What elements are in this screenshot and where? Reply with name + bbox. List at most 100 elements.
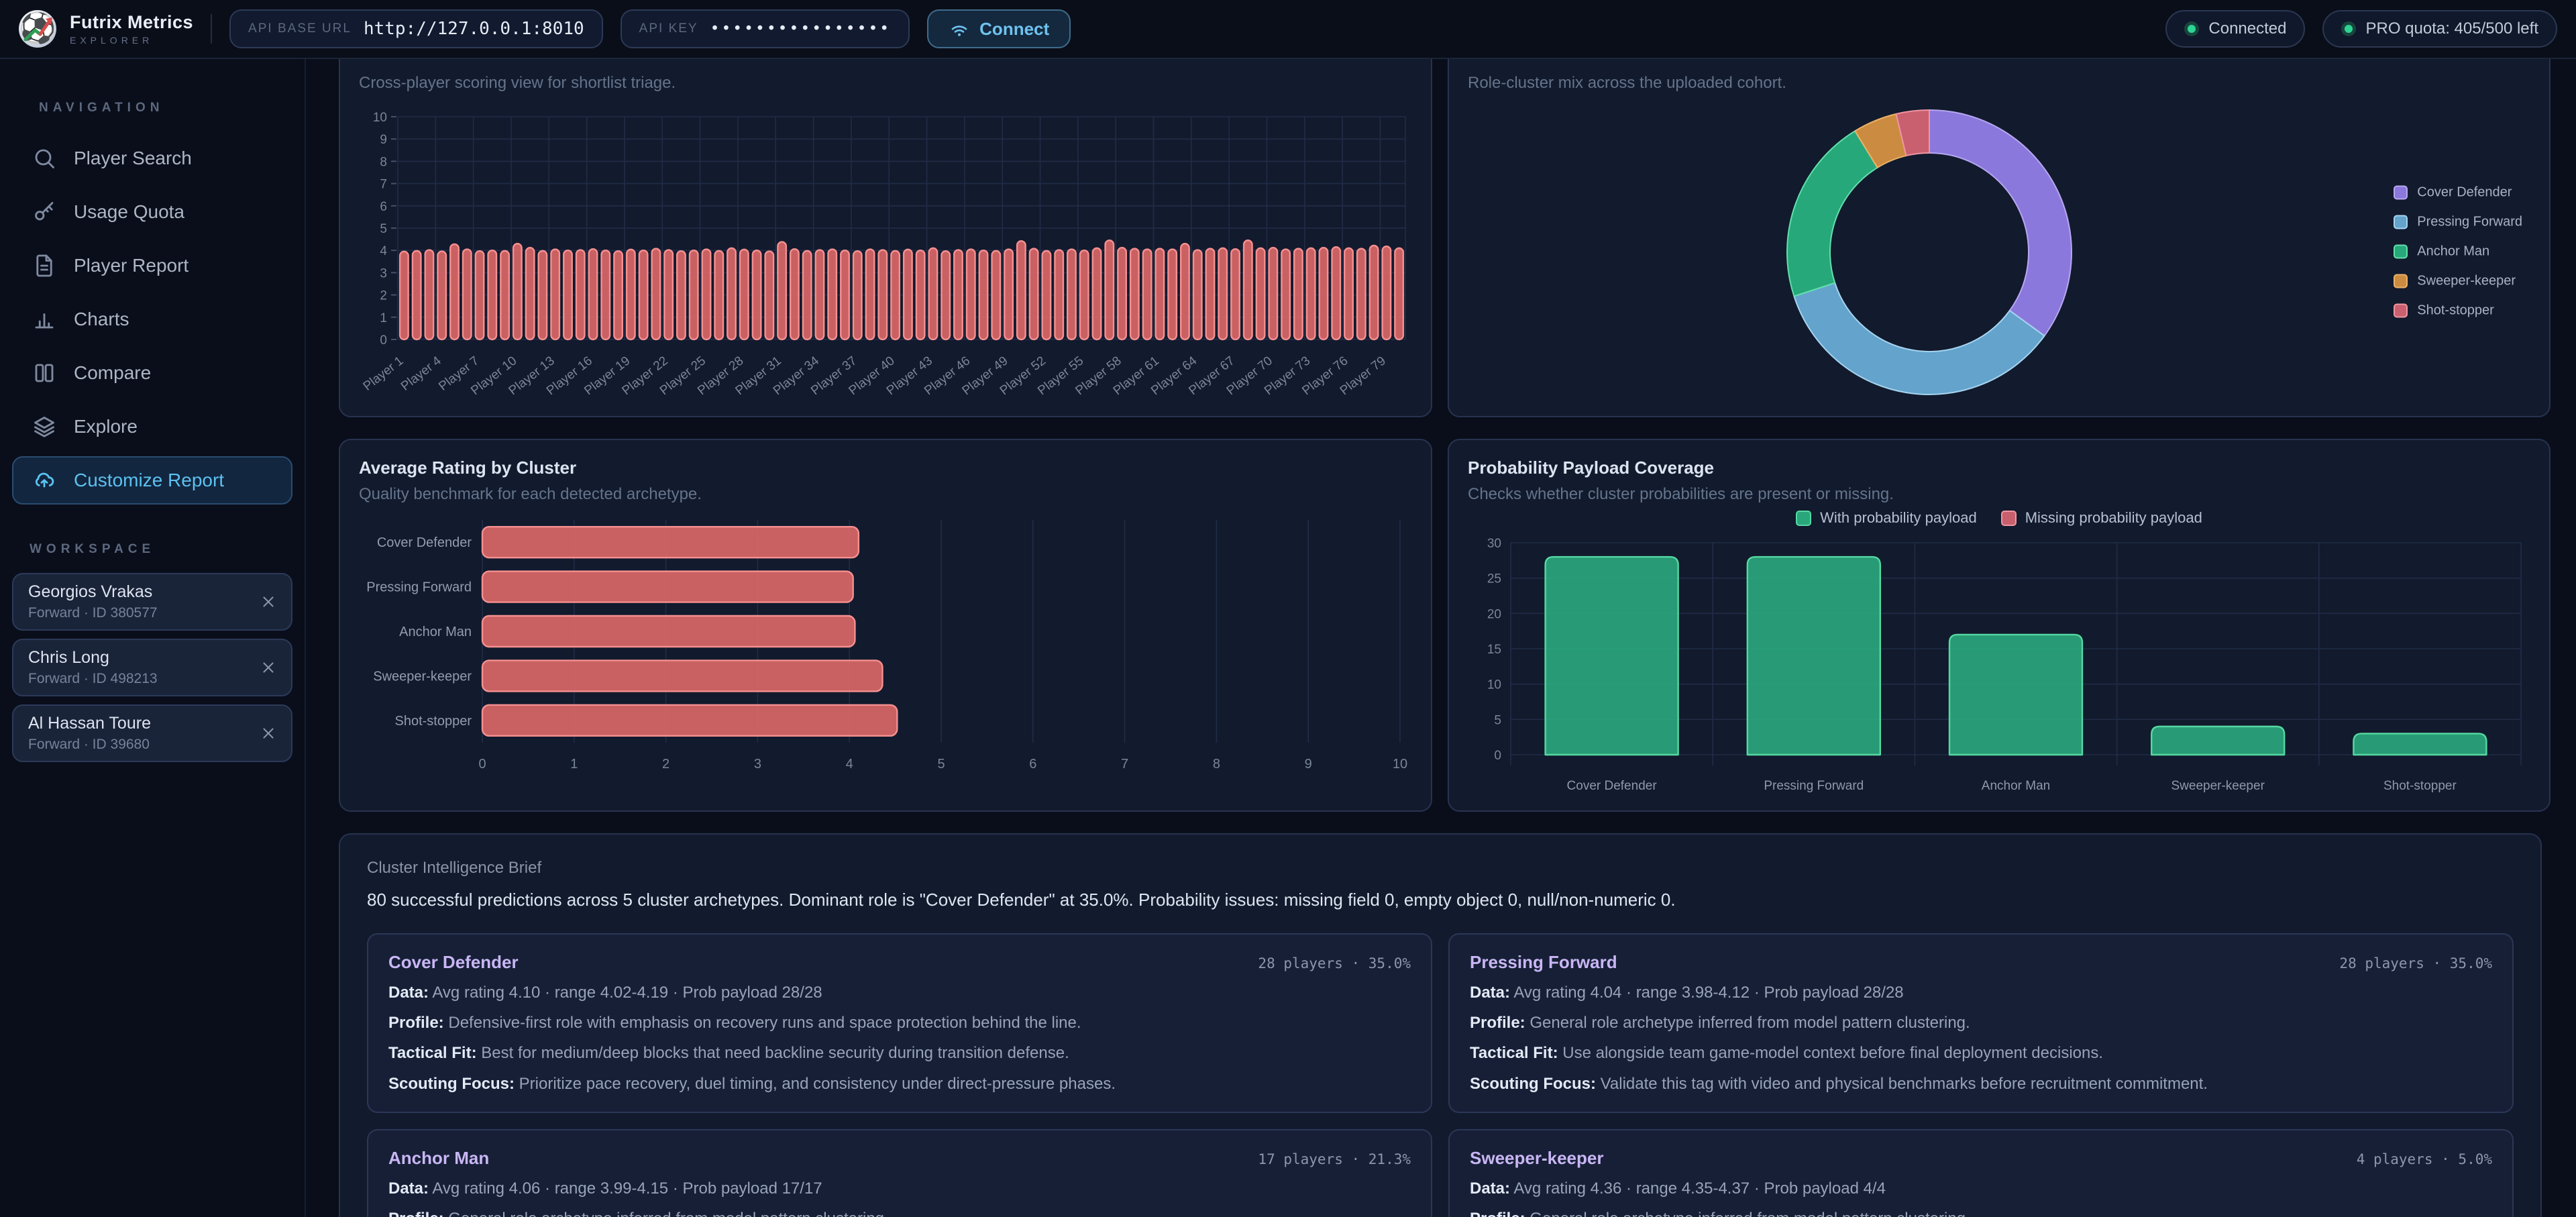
api-base-url-value[interactable]: http://127.0.0.1:8010 <box>364 19 584 39</box>
status-dot-icon <box>2184 21 2199 36</box>
api-key-field[interactable]: API KEY •••••••••••••••• <box>621 9 910 48</box>
trend-arrow-icon <box>19 10 56 48</box>
player-meta: Forward · ID 380577 <box>28 605 248 621</box>
svg-text:Pressing Forward: Pressing Forward <box>366 580 472 595</box>
legend-swatch-icon <box>2394 274 2408 288</box>
avg-rating-hbar-chart: 012345678910Cover DefenderPressing Forwa… <box>359 515 1412 783</box>
role-title: Anchor Man <box>388 1148 489 1169</box>
player-ratings-chart-card: Cross-player scoring view for shortlist … <box>339 59 1432 417</box>
avg-rating-chart-title: Average Rating by Cluster <box>359 458 1412 478</box>
role-detail-line: Profile: Defensive-first role with empha… <box>388 1012 1411 1033</box>
role-meta: 4 players · 5.0% <box>2357 1151 2492 1167</box>
svg-text:1: 1 <box>380 311 387 325</box>
sidebar-item-player-report[interactable]: Player Report <box>12 242 292 290</box>
svg-text:5: 5 <box>380 222 387 236</box>
role-brief-card: Pressing Forward28 players · 35.0%Data: … <box>1448 933 2514 1113</box>
legend-swatch-icon <box>2394 245 2408 259</box>
svg-text:Cover Defender: Cover Defender <box>377 535 472 550</box>
role-brief-card: Anchor Man17 players · 21.3%Data: Avg ra… <box>367 1129 1432 1217</box>
navigation-section-label: NAVIGATION <box>39 101 305 115</box>
wifi-icon <box>949 18 970 40</box>
remove-player-button[interactable] <box>255 588 282 615</box>
svg-text:2: 2 <box>662 757 669 772</box>
legend-label: Pressing Forward <box>2417 215 2522 230</box>
search-icon <box>32 146 56 170</box>
legend-swatch-icon <box>2394 186 2408 200</box>
svg-text:Shot-stopper: Shot-stopper <box>2383 779 2457 793</box>
legend-swatch-icon <box>2394 215 2408 229</box>
coverage-legend: With probability payloadMissing probabil… <box>1468 509 2530 527</box>
svg-text:15: 15 <box>1487 643 1501 657</box>
sidebar-item-charts[interactable]: Charts <box>12 295 292 343</box>
svg-text:3: 3 <box>754 757 761 772</box>
workspace-player-card[interactable]: Al Hassan ToureForward · ID 39680 <box>12 704 292 762</box>
payload-coverage-bar-chart: 051015202530Cover DefenderPressing Forwa… <box>1468 533 2530 802</box>
svg-text:25: 25 <box>1487 572 1501 586</box>
key-icon <box>32 200 56 224</box>
api-key-value[interactable]: •••••••••••••••• <box>710 20 892 38</box>
player-name: Al Hassan Toure <box>28 714 248 733</box>
cluster-brief-grid: Cover Defender28 players · 35.0%Data: Av… <box>367 933 2514 1217</box>
legend-swatch-icon <box>1796 511 1811 526</box>
svg-text:8: 8 <box>1213 757 1220 772</box>
svg-text:10: 10 <box>373 111 387 125</box>
payload-coverage-chart-title: Probability Payload Coverage <box>1468 458 2530 478</box>
player-name: Georgios Vrakas <box>28 582 248 602</box>
svg-text:6: 6 <box>1029 757 1036 772</box>
app-title: Futrix Metrics <box>70 12 193 33</box>
player-meta: Forward · ID 498213 <box>28 671 248 687</box>
remove-player-button[interactable] <box>255 720 282 747</box>
svg-text:10: 10 <box>1487 678 1501 692</box>
role-title: Cover Defender <box>388 952 519 973</box>
sidebar-item-customize-report[interactable]: Customize Report <box>12 456 292 505</box>
workspace-list: Georgios Vrakas Forward · ID 380577 Chris … <box>0 573 305 762</box>
svg-text:7: 7 <box>1121 757 1128 772</box>
svg-text:4: 4 <box>380 244 387 258</box>
svg-text:0: 0 <box>1494 749 1501 763</box>
role-detail-line: Profile: General role archetype inferred… <box>388 1208 1411 1217</box>
sidebar-item-usage-quota[interactable]: Usage Quota <box>12 188 292 236</box>
role-title: Pressing Forward <box>1470 952 1617 973</box>
cluster-distribution-subtitle: Role-cluster mix across the uploaded coh… <box>1468 74 2530 93</box>
top-bar: ⚽ Futrix Metrics EXPLORER API BASE URL h… <box>0 0 2576 59</box>
role-detail-line: Data: Avg rating 4.36 · range 4.35-4.37 … <box>1470 1178 2492 1199</box>
api-base-url-field[interactable]: API BASE URL http://127.0.0.1:8010 <box>229 9 603 48</box>
cluster-brief-summary: 80 successful predictions across 5 clust… <box>367 890 2514 910</box>
sidebar-item-explore[interactable]: Explore <box>12 403 292 451</box>
workspace-player-card[interactable]: Georgios Vrakas Forward · ID 380577 <box>12 573 292 631</box>
svg-text:1: 1 <box>570 757 578 772</box>
api-key-label: API KEY <box>639 21 698 36</box>
x-icon <box>260 593 277 611</box>
payload-coverage-chart-subtitle: Checks whether cluster probabilities are… <box>1468 485 2530 504</box>
legend-label: Cover Defender <box>2417 185 2512 201</box>
legend-item: Shot-stopper <box>2394 303 2522 319</box>
svg-text:Player 4: Player 4 <box>398 354 444 394</box>
connection-status-badge: Connected <box>2165 10 2305 48</box>
sidebar-item-compare[interactable]: Compare <box>12 349 292 397</box>
remove-player-button[interactable] <box>255 654 282 681</box>
sidebar-item-label: Player Search <box>74 148 192 169</box>
role-detail-line: Tactical Fit: Best for medium/deep block… <box>388 1043 1411 1063</box>
sidebar-item-label: Charts <box>74 309 129 330</box>
role-detail-line: Data: Avg rating 4.10 · range 4.02-4.19 … <box>388 982 1411 1003</box>
role-detail-line: Profile: General role archetype inferred… <box>1470 1012 2492 1033</box>
player-ratings-bar-chart: 012345678910Player 1Player 4Player 7Play… <box>359 103 1412 400</box>
legend-item: Missing probability payload <box>2001 509 2202 527</box>
quota-badge: PRO quota: 405/500 left <box>2322 10 2557 48</box>
svg-text:0: 0 <box>478 757 486 772</box>
role-meta: 17 players · 21.3% <box>1258 1151 1411 1167</box>
sidebar-item-label: Customize Report <box>74 470 224 491</box>
legend-item: Cover Defender <box>2394 185 2522 201</box>
role-brief-card: Sweeper-keeper4 players · 5.0%Data: Avg … <box>1448 1129 2514 1217</box>
sidebar-item-player-search[interactable]: Player Search <box>12 134 292 182</box>
workspace-player-card[interactable]: Chris LongForward · ID 498213 <box>12 639 292 696</box>
player-ratings-chart-subtitle: Cross-player scoring view for shortlist … <box>359 74 1412 93</box>
quota-label: PRO quota: 405/500 left <box>2365 19 2538 38</box>
quota-dot-icon <box>2341 21 2356 36</box>
connect-button[interactable]: Connect <box>927 9 1071 48</box>
cluster-distribution-chart-card: Role-cluster mix across the uploaded coh… <box>1448 59 2551 417</box>
main-content: Cross-player scoring view for shortlist … <box>306 59 2576 1217</box>
legend-item: Pressing Forward <box>2394 215 2522 230</box>
svg-text:0: 0 <box>380 333 387 348</box>
legend-label: Sweeper-keeper <box>2417 274 2516 289</box>
